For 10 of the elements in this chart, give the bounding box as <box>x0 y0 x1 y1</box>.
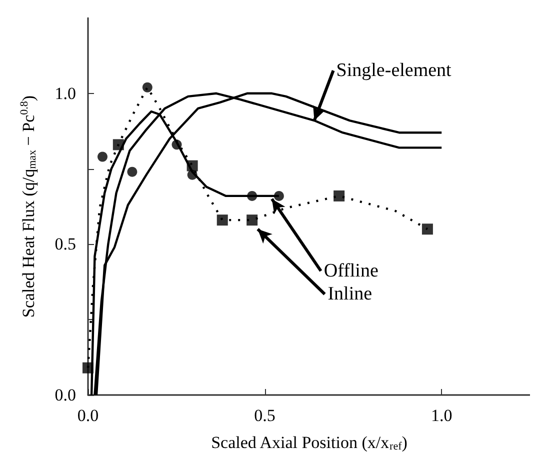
y-tick-label: 0.5 <box>54 234 76 254</box>
y-axis-title: Scaled Heat Flux (q/qmax − Pc0.8) <box>18 95 38 318</box>
annotation: Inline <box>328 284 372 305</box>
y-tick-label: 1.0 <box>54 84 76 103</box>
annotation: Single-element <box>336 60 452 82</box>
x-tick-label: 0.5 <box>254 406 276 425</box>
annotation: Offline <box>324 260 378 282</box>
x-tick-label: 0.0 <box>77 406 99 425</box>
y-tick-label: 0.0 <box>54 386 76 404</box>
x-tick-label: 1.0 <box>430 406 452 425</box>
